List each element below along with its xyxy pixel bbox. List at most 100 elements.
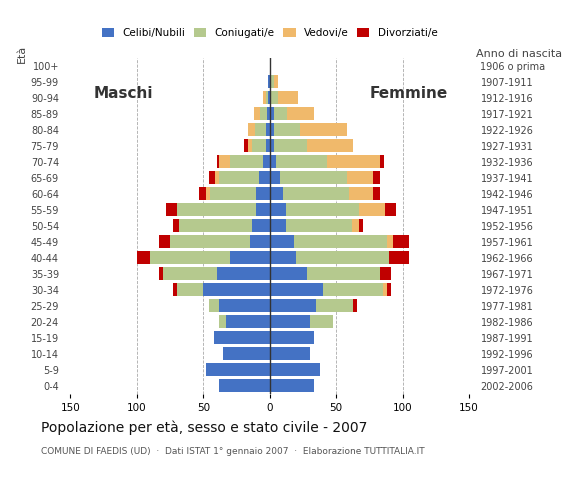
Bar xyxy=(274,75,278,88)
Bar xyxy=(137,251,150,264)
Bar xyxy=(358,219,362,232)
Bar xyxy=(387,235,393,248)
Bar xyxy=(256,187,270,200)
Bar xyxy=(209,171,215,184)
Bar xyxy=(270,123,274,136)
Bar xyxy=(266,123,270,136)
Bar xyxy=(270,155,276,168)
Bar xyxy=(150,251,230,264)
Bar xyxy=(206,363,270,376)
Bar xyxy=(271,91,278,104)
Bar xyxy=(307,139,353,152)
Bar xyxy=(310,315,334,328)
Bar xyxy=(179,219,252,232)
Bar xyxy=(164,267,216,280)
Bar xyxy=(287,107,314,120)
Bar xyxy=(230,251,270,264)
Bar xyxy=(255,123,266,136)
Bar xyxy=(270,91,271,104)
Legend: Celibi/Nubili, Coniugati/e, Vedovi/e, Divorziati/e: Celibi/Nubili, Coniugati/e, Vedovi/e, Di… xyxy=(97,24,442,43)
Bar xyxy=(374,187,380,200)
Y-axis label: Età: Età xyxy=(17,45,27,63)
Bar xyxy=(270,203,285,216)
Bar xyxy=(270,315,310,328)
Bar xyxy=(358,203,385,216)
Bar xyxy=(209,299,219,312)
Bar xyxy=(219,155,230,168)
Bar xyxy=(173,219,179,232)
Bar xyxy=(170,235,250,248)
Bar xyxy=(216,155,219,168)
Bar xyxy=(270,299,316,312)
Bar xyxy=(160,267,164,280)
Bar xyxy=(270,75,271,88)
Bar xyxy=(327,155,380,168)
Bar xyxy=(248,139,252,152)
Bar xyxy=(219,299,270,312)
Bar xyxy=(177,203,256,216)
Bar xyxy=(270,107,274,120)
Bar xyxy=(383,283,387,296)
Bar xyxy=(203,283,270,296)
Bar xyxy=(278,91,298,104)
Bar xyxy=(270,251,296,264)
Text: Femmine: Femmine xyxy=(370,86,448,101)
Bar xyxy=(200,187,206,200)
Bar xyxy=(263,91,266,104)
Bar xyxy=(389,251,409,264)
Bar xyxy=(216,267,270,280)
Bar xyxy=(263,155,270,168)
Bar xyxy=(160,235,170,248)
Bar xyxy=(177,283,203,296)
Bar xyxy=(252,139,266,152)
Bar xyxy=(219,379,270,392)
Bar xyxy=(266,139,270,152)
Bar xyxy=(269,75,270,88)
Bar xyxy=(270,379,314,392)
Bar xyxy=(353,299,357,312)
Bar xyxy=(270,283,323,296)
Bar xyxy=(271,75,274,88)
Bar xyxy=(283,187,349,200)
Bar xyxy=(285,203,358,216)
Bar xyxy=(316,299,353,312)
Text: Maschi: Maschi xyxy=(94,86,153,101)
Bar xyxy=(254,107,260,120)
Bar xyxy=(380,155,384,168)
Bar xyxy=(248,123,255,136)
Bar xyxy=(285,219,352,232)
Bar xyxy=(252,219,270,232)
Bar xyxy=(270,59,271,72)
Bar xyxy=(374,171,380,184)
Bar xyxy=(274,107,287,120)
Bar xyxy=(250,235,270,248)
Bar xyxy=(219,315,226,328)
Y-axis label: Anno di nascita: Anno di nascita xyxy=(476,49,561,59)
Bar xyxy=(296,251,389,264)
Bar xyxy=(270,347,310,360)
Bar xyxy=(293,235,387,248)
Bar xyxy=(270,267,307,280)
Bar xyxy=(230,155,263,168)
Bar xyxy=(347,171,374,184)
Bar xyxy=(270,363,320,376)
Bar xyxy=(260,107,267,120)
Bar xyxy=(219,171,259,184)
Bar xyxy=(166,203,177,216)
Bar xyxy=(206,187,210,200)
Bar xyxy=(280,171,347,184)
Bar xyxy=(214,331,270,344)
Bar xyxy=(307,267,380,280)
Bar xyxy=(256,203,270,216)
Bar xyxy=(270,331,314,344)
Bar xyxy=(226,315,270,328)
Bar xyxy=(385,203,396,216)
Bar xyxy=(267,107,270,120)
Bar xyxy=(270,187,283,200)
Bar xyxy=(266,91,269,104)
Bar xyxy=(215,171,219,184)
Bar xyxy=(323,283,383,296)
Bar xyxy=(352,219,358,232)
Bar xyxy=(349,187,374,200)
Bar xyxy=(300,123,347,136)
